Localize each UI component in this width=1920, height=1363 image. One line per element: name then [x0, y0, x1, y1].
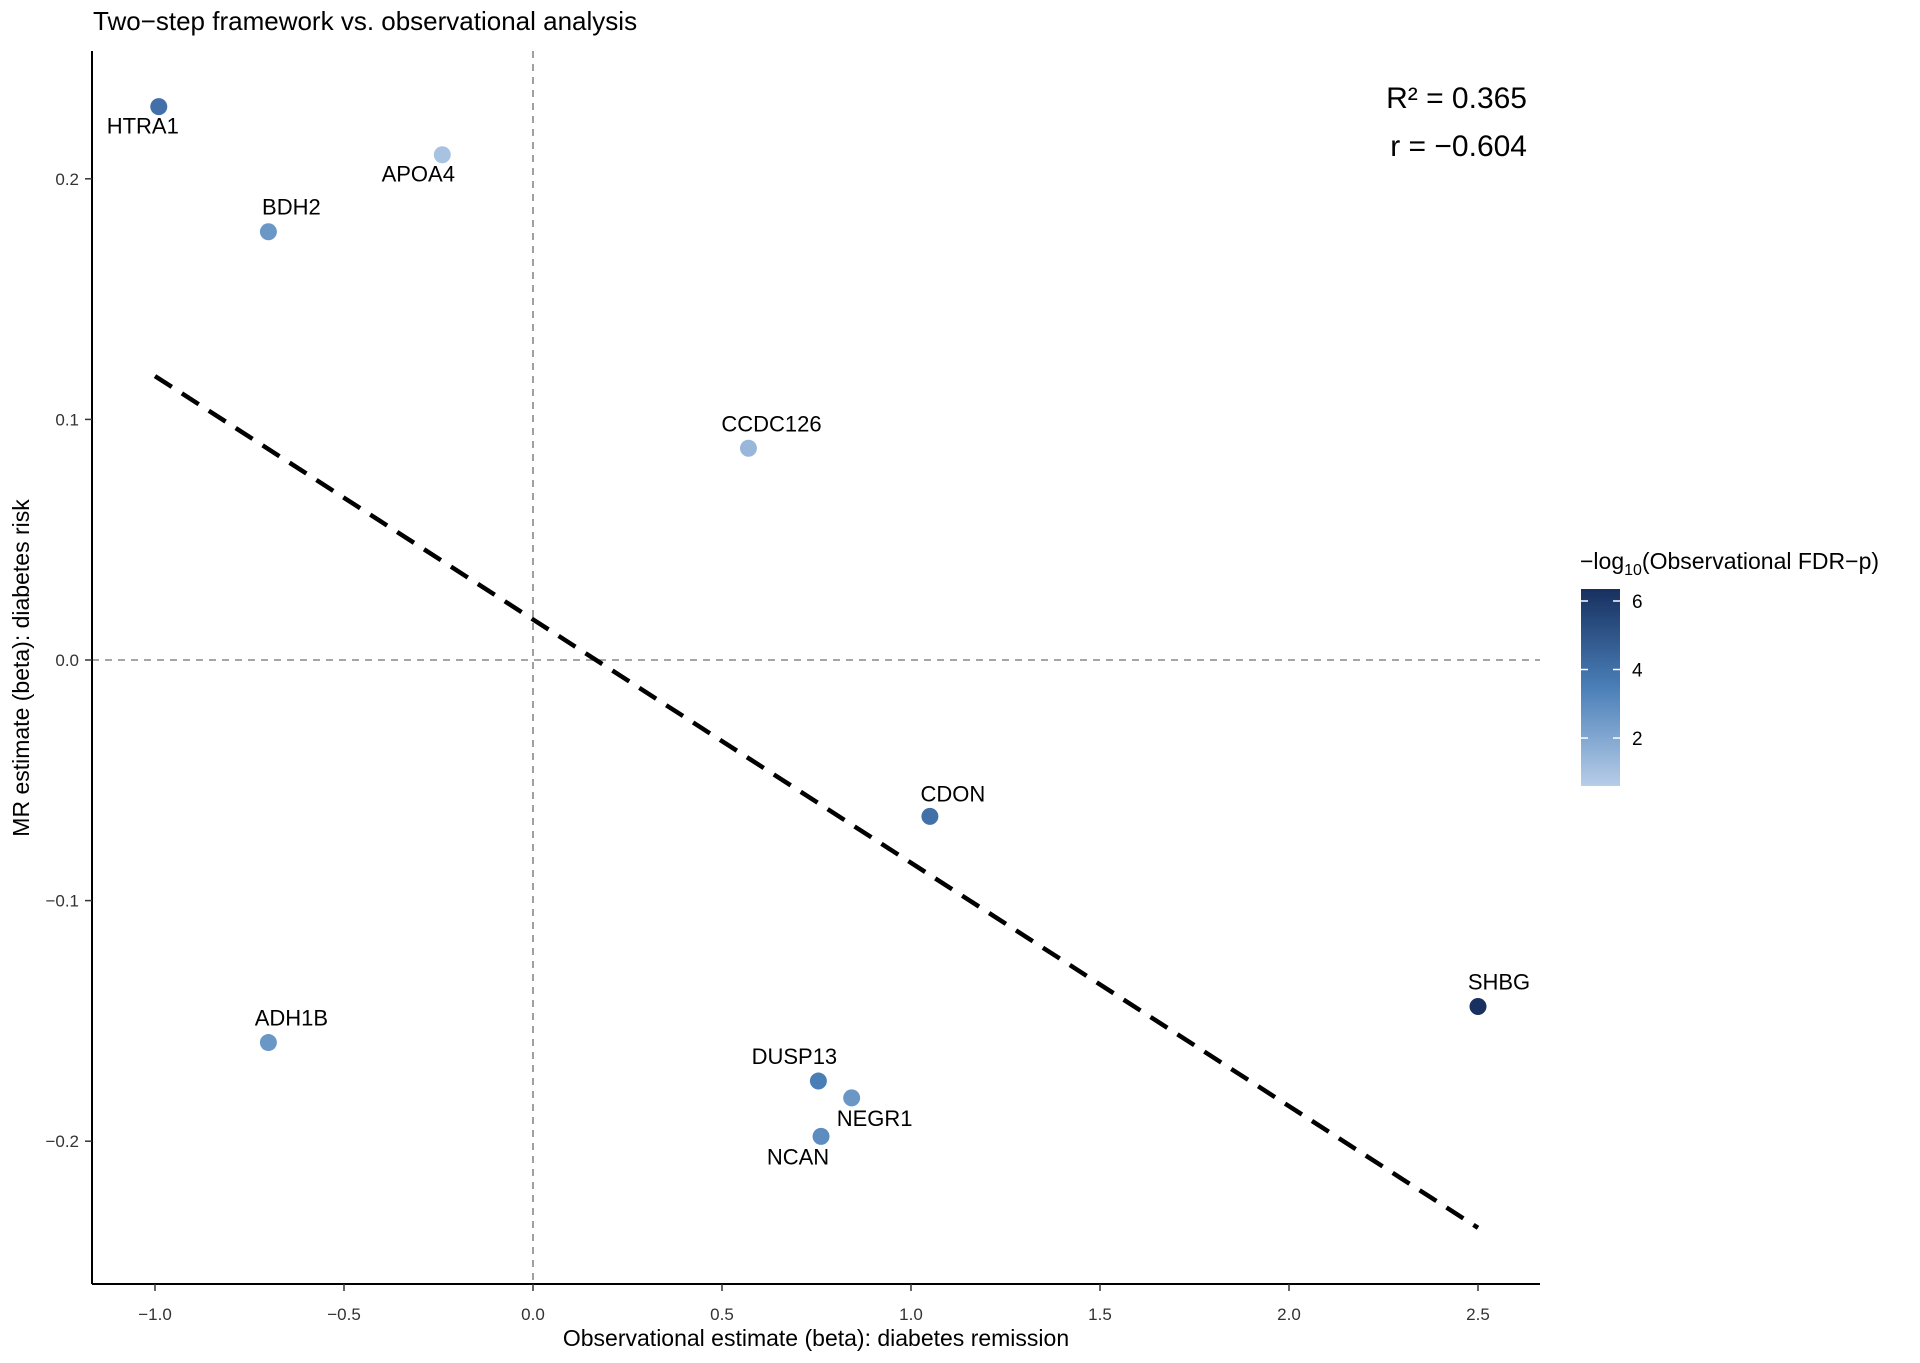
x-tick-label: −1.0 [138, 1305, 172, 1324]
data-point-htra1 [150, 98, 168, 116]
legend-title: −log10(Observational FDR−p) [1580, 548, 1879, 579]
annotation-r2: R² = 0.365 [1386, 82, 1527, 115]
plot-area: −1.0 −0.5 0.0 0.5 1.0 1.5 2.0 2.5 0.2 0.1 0.0 −0.1 −… [45, 51, 1540, 1324]
point-label-htra1: HTRA1 [107, 114, 179, 139]
point-label-apoa4: APOA4 [382, 162, 455, 187]
point-label-ccdc126: CCDC126 [721, 411, 821, 436]
color-legend: −log10(Observational FDR−p) 6 4 2 [1580, 548, 1879, 786]
point-label-adh1b: ADH1B [255, 1006, 328, 1031]
y-tick-label: −0.1 [45, 892, 79, 911]
data-point-cdon [921, 807, 939, 825]
point-label-dusp13: DUSP13 [752, 1044, 838, 1069]
legend-title-suffix: (Observational FDR−p) [1642, 548, 1879, 574]
point-label-ncan: NCAN [767, 1144, 829, 1169]
legend-title-sub: 10 [1624, 562, 1642, 579]
x-tick-label: 0.5 [710, 1305, 734, 1324]
y-tick-label: −0.2 [45, 1132, 79, 1151]
colorbar-tick-label: 2 [1632, 729, 1643, 750]
x-tick-label: −0.5 [327, 1305, 361, 1324]
point-label-negr1: NEGR1 [837, 1106, 913, 1131]
point-label-bdh2: BDH2 [262, 195, 321, 220]
x-tick-label: 2.0 [1277, 1305, 1301, 1324]
y-tick-label: 0.1 [55, 410, 79, 429]
y-tick-label: 0.2 [55, 170, 79, 189]
colorbar-tick-label: 4 [1632, 661, 1643, 682]
annotation-r: r = −0.604 [1390, 130, 1527, 163]
point-label-cdon: CDON [921, 781, 986, 806]
y-tick-label: 0.0 [55, 651, 79, 670]
data-point-bdh2 [259, 223, 277, 241]
colorbar-tick-label: 6 [1632, 592, 1643, 613]
regression-line [153, 374, 1480, 1230]
data-point-shbg [1469, 997, 1487, 1015]
data-point-ncan [812, 1127, 830, 1145]
point-label-shbg: SHBG [1468, 969, 1530, 994]
x-tick-label: 1.5 [1088, 1305, 1112, 1324]
data-point-negr1 [843, 1089, 861, 1107]
colorbar [1581, 589, 1620, 786]
x-tick-label: 0.0 [521, 1305, 545, 1324]
data-point-apoa4 [433, 146, 451, 164]
chart-title: Two−step framework vs. observational ana… [93, 6, 637, 36]
legend-title-prefix: −log [1580, 548, 1624, 574]
data-point-dusp13 [809, 1072, 827, 1090]
y-axis-label: MR estimate (beta): diabetes risk [8, 499, 34, 837]
x-axis-label: Observational estimate (beta): diabetes … [563, 1325, 1069, 1351]
data-point-ccdc126 [739, 439, 757, 457]
x-tick-label: 2.5 [1466, 1305, 1490, 1324]
x-tick-label: 1.0 [899, 1305, 923, 1324]
data-point-adh1b [259, 1034, 277, 1052]
